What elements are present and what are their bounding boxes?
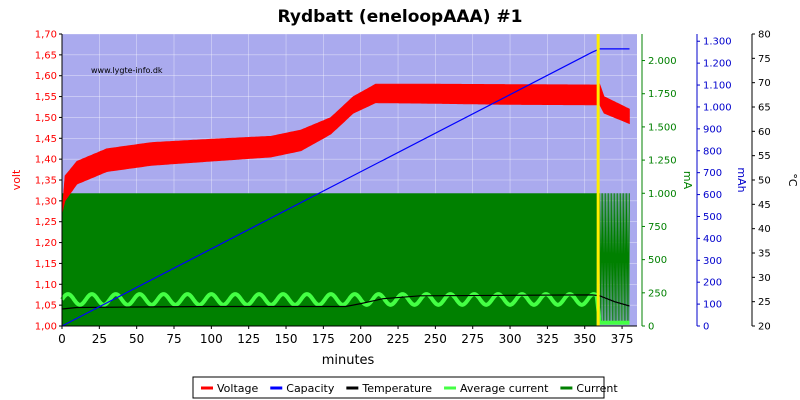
legend-label: Current	[576, 382, 618, 395]
temp-tick-label: 70	[758, 78, 771, 89]
chart-title: Rydbatt (eneloopAAA) #1	[278, 7, 523, 27]
temp-tick-label: 40	[758, 224, 771, 235]
x-tick-label: 300	[499, 332, 522, 346]
legend-label: Voltage	[217, 382, 258, 395]
legend-entry: Voltage	[201, 382, 258, 395]
legend-entry: Temperature	[346, 382, 432, 395]
x-tick-label: 175	[312, 332, 335, 346]
mah-tick-label: 100	[703, 300, 722, 311]
ma-tick-label: 500	[648, 255, 667, 266]
legend: Voltage Capacity Temperature Average curren…	[192, 376, 618, 399]
legend-entry: Current	[560, 382, 618, 395]
ma-tick-label: 1.000	[648, 189, 677, 200]
volt-tick-label: 1,55	[35, 92, 57, 103]
legend-label: Capacity	[286, 382, 335, 395]
legend-entry: Average current	[444, 382, 549, 395]
temp-tick-label: 45	[758, 200, 771, 211]
temp-tick-label: 30	[758, 273, 771, 284]
ma-tick-label: 1.500	[648, 122, 677, 133]
temp-tick-label: 55	[758, 151, 771, 162]
volt-tick-label: 1,50	[35, 113, 57, 124]
volt-tick-label: 1,65	[35, 50, 57, 61]
x-tick-label: 75	[166, 332, 181, 346]
temp-tick-label: 75	[758, 54, 771, 65]
x-tick-label: 325	[536, 332, 559, 346]
x-tick-label: 350	[573, 332, 596, 346]
volt-tick-label: 1,60	[35, 71, 57, 82]
temp-tick-label: 20	[758, 322, 771, 333]
x-tick-label: 250	[424, 332, 447, 346]
ma-tick-label: 0	[648, 322, 654, 333]
temp-tick-label: 80	[758, 30, 771, 41]
temp-tick-label: 60	[758, 127, 771, 138]
mah-tick-label: 200	[703, 278, 722, 289]
x-tick-label: 275	[461, 332, 484, 346]
current-series-tail	[596, 193, 630, 323]
mah-tick-label: 1.100	[703, 81, 732, 92]
mah-tick-label: 1.000	[703, 102, 732, 113]
volt-tick-label: 1,70	[35, 30, 57, 41]
ma-tick-label: 2.000	[648, 56, 677, 67]
volt-tick-label: 1,45	[35, 134, 57, 145]
average-current-series	[60, 292, 630, 325]
ma-tick-label: 250	[648, 288, 667, 299]
plot-area	[60, 33, 637, 327]
x-tick-label: 50	[129, 332, 144, 346]
temp-tick-label: 35	[758, 249, 771, 260]
volt-tick-label: 1,20	[35, 238, 57, 249]
volt-tick-label: 1,05	[35, 301, 57, 312]
volt-tick-label: 1,00	[35, 322, 57, 333]
mah-tick-label: 700	[703, 168, 722, 179]
temp-tick-label: 25	[758, 297, 771, 308]
ma-tick-label: 1.750	[648, 89, 677, 100]
mah-axis-label: mAh	[735, 167, 748, 192]
ma-tick-label: 1.250	[648, 156, 677, 167]
x-tick-label: 150	[275, 332, 298, 346]
mah-tick-label: 1.200	[703, 59, 732, 70]
x-tick-label: 375	[611, 332, 634, 346]
mah-tick-label: 800	[703, 146, 722, 157]
mah-tick-label: 1.300	[703, 37, 732, 48]
volt-tick-label: 1,35	[35, 176, 57, 187]
ma-tick-label: 750	[648, 222, 667, 233]
mah-tick-label: 500	[703, 212, 722, 223]
mah-tick-label: 400	[703, 234, 722, 245]
x-tick-label: 200	[349, 332, 372, 346]
volt-tick-label: 1,25	[35, 217, 57, 228]
volt-tick-label: 1,30	[35, 196, 57, 207]
capacity-series	[61, 48, 630, 327]
legend-label: Average current	[460, 382, 549, 395]
legend-label: Temperature	[361, 382, 432, 395]
voltage-series	[61, 83, 630, 214]
mah-tick-label: 600	[703, 190, 722, 201]
x-tick-label: 100	[200, 332, 223, 346]
x-tick-label: 0	[58, 332, 66, 346]
x-tick-label: 125	[237, 332, 260, 346]
volt-tick-label: 1,40	[35, 155, 57, 166]
legend-box	[192, 376, 605, 399]
watermark: www.lygte-info.dk	[91, 66, 163, 75]
legend-entry: Capacity	[270, 382, 335, 395]
mah-tick-label: 0	[703, 322, 709, 333]
axes: 1,00 1,05 1,10 1,15 1,20 1,25 1,30 1,35 1,40 1,45…	[35, 30, 771, 347]
temp-tick-label: 65	[758, 103, 771, 114]
temp-tick-label: 50	[758, 176, 771, 187]
volt-tick-label: 1,10	[35, 280, 57, 291]
mah-tick-label: 900	[703, 124, 722, 135]
x-tick-label: 25	[92, 332, 107, 346]
volt-tick-label: 1,15	[35, 259, 57, 270]
x-axis-label: minutes	[322, 353, 375, 368]
mah-tick-label: 300	[703, 256, 722, 267]
volt-axis-label: volt	[10, 169, 23, 190]
x-tick-label: 225	[387, 332, 410, 346]
temp-axis-label: °C	[786, 173, 799, 187]
ma-axis-label: mA	[681, 171, 694, 190]
